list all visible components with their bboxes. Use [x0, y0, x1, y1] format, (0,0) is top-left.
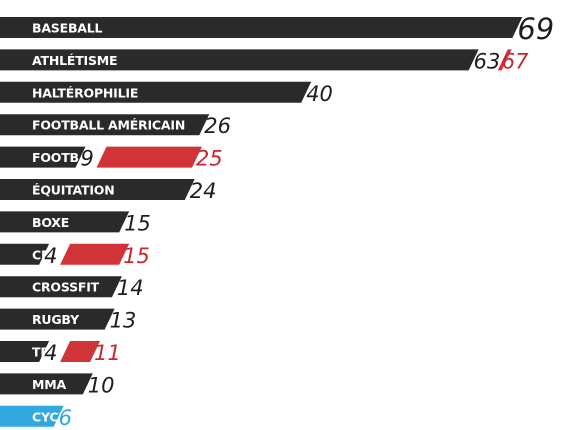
value-label: 26	[204, 114, 231, 138]
bar-row: ATHLÉTISME 63 67	[0, 49, 529, 73]
bar	[0, 81, 312, 103]
total-value-label: 15	[123, 244, 150, 268]
bar-row: ÉQUITATION 24	[0, 179, 216, 203]
extension-bar	[96, 146, 202, 168]
value-label: 15	[124, 211, 151, 235]
value-label: 24	[190, 179, 217, 203]
category-label: BOXE	[32, 215, 69, 230]
category-label: HALTÉROPHILIE	[32, 85, 138, 100]
value-label: 6	[59, 406, 72, 430]
extension-bar	[497, 49, 512, 71]
bar	[0, 405, 64, 427]
value-label: 40	[306, 82, 333, 106]
total-value-label: 25	[196, 147, 223, 171]
bar	[0, 146, 86, 168]
value-label: 4	[44, 341, 57, 365]
bar-row: BOXE 15	[0, 211, 151, 235]
value-label: 13	[110, 309, 137, 333]
bar-row: CROSSFIT 14	[0, 276, 144, 300]
category-label: CYCLISME	[32, 409, 100, 424]
bar	[0, 179, 195, 200]
bar	[0, 308, 115, 330]
category-label: FOOTBALL	[32, 150, 104, 165]
value-label: 63	[474, 49, 501, 73]
total-value-label: 67	[502, 49, 529, 73]
value-label: 14	[117, 276, 144, 300]
category-label: FOOTBALL AMÉRICAIN	[32, 118, 185, 133]
category-label: ATHLÉTISME	[32, 53, 117, 68]
value-label: 10	[88, 373, 115, 397]
bar-row: RUGBY 13	[0, 308, 137, 333]
value-label: 69	[517, 12, 554, 46]
bar	[0, 211, 130, 233]
category-label: CROSSFIT	[32, 280, 100, 295]
bar	[0, 49, 479, 71]
bar	[0, 341, 50, 362]
bar	[0, 276, 122, 298]
bar-row: MMA 10	[0, 373, 115, 397]
extension-bar	[60, 243, 130, 265]
category-label: MMA	[32, 377, 66, 392]
bar	[0, 114, 210, 136]
value-label: 9	[81, 147, 94, 171]
value-label: 4	[44, 244, 57, 268]
bar-row: BASEBALL 69	[0, 12, 554, 46]
bar-row: FOOTBALL AMÉRICAIN 26	[0, 114, 231, 138]
category-label: ÉQUITATION	[32, 183, 115, 198]
bar-row: HALTÉROPHILIE 40	[0, 81, 333, 106]
bar	[0, 243, 50, 265]
extension-bar	[60, 341, 101, 362]
bar	[0, 373, 93, 395]
category-label: RUGBY	[32, 312, 80, 327]
category-label: BASEBALL	[32, 21, 103, 36]
bar	[0, 17, 523, 38]
total-value-label: 11	[94, 341, 121, 365]
